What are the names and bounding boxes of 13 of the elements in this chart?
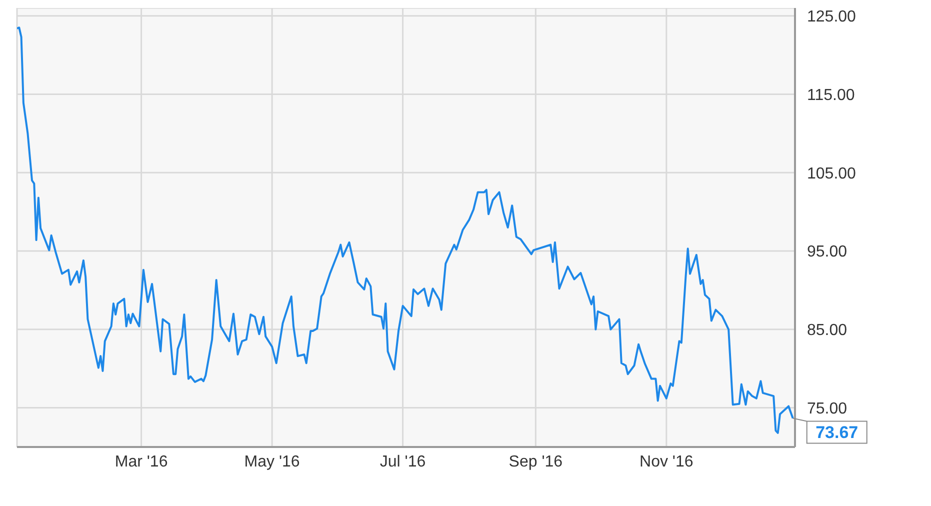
x-tick-label: May '16 <box>244 453 300 470</box>
x-tick-label: Nov '16 <box>640 453 694 470</box>
x-tick-label: Sep '16 <box>508 453 563 470</box>
line-series <box>17 26 794 434</box>
y-tick-label: 95.00 <box>807 244 848 261</box>
annotation: 73.67 <box>816 423 858 442</box>
x-tick-label: Mar '16 <box>114 453 168 470</box>
y-tick-label: 125.00 <box>807 8 856 26</box>
y-tick-label: 75.00 <box>807 400 848 418</box>
y-tick-label: 105.00 <box>807 165 856 182</box>
y-tick-label: 115.00 <box>807 86 855 104</box>
x-tick-label: Jul '16 <box>380 453 426 470</box>
y-tick-label: 85.00 <box>807 322 848 340</box>
